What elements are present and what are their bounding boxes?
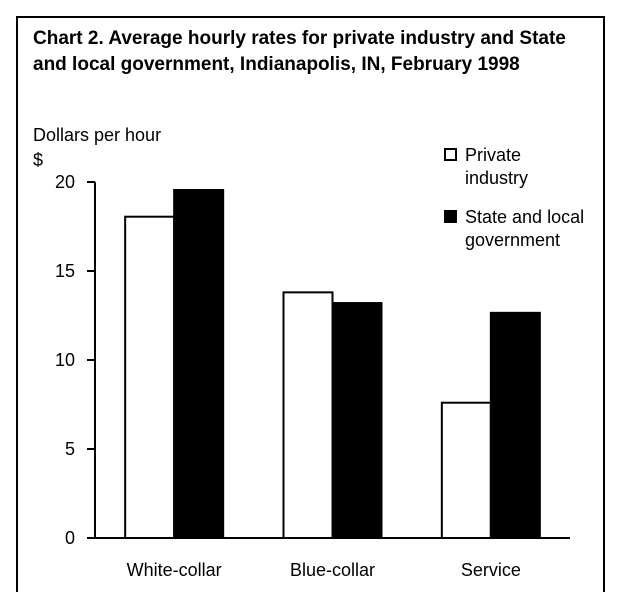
legend-swatch-state-local-government bbox=[444, 210, 457, 223]
y-axis-unit: $ bbox=[33, 150, 44, 170]
y-tick-label: 10 bbox=[55, 350, 75, 370]
y-tick-label: 5 bbox=[65, 439, 75, 459]
y-tick-label: 20 bbox=[55, 172, 75, 192]
bar-service-private bbox=[440, 401, 492, 539]
bar-white-collar-government bbox=[173, 189, 225, 539]
legend-item-private-industry: Private industry bbox=[444, 144, 593, 190]
x-tick-label: Blue-collar bbox=[290, 560, 375, 580]
y-axis-label: Dollars per hour bbox=[33, 125, 162, 145]
x-tick-label: Service bbox=[461, 560, 521, 580]
bar-blue-collar-government bbox=[331, 302, 383, 540]
legend: Private industry State and local governm… bbox=[444, 144, 593, 268]
x-tick-label: White-collar bbox=[127, 560, 222, 580]
y-tick-label: 15 bbox=[55, 261, 75, 281]
bar-service-government bbox=[489, 311, 541, 539]
legend-label-private-industry: Private industry bbox=[465, 145, 529, 188]
y-tick-label: 0 bbox=[65, 528, 75, 548]
legend-item-state-local-government: State and local government bbox=[444, 206, 593, 252]
legend-swatch-private-industry bbox=[444, 148, 457, 161]
bar-blue-collar-private bbox=[282, 291, 334, 539]
chart-title: Chart 2. Average hourly rates for privat… bbox=[33, 28, 566, 75]
bar-white-collar-private bbox=[124, 215, 176, 540]
chart-frame bbox=[16, 16, 605, 592]
legend-label-state-local-government: State and local government bbox=[465, 207, 585, 250]
